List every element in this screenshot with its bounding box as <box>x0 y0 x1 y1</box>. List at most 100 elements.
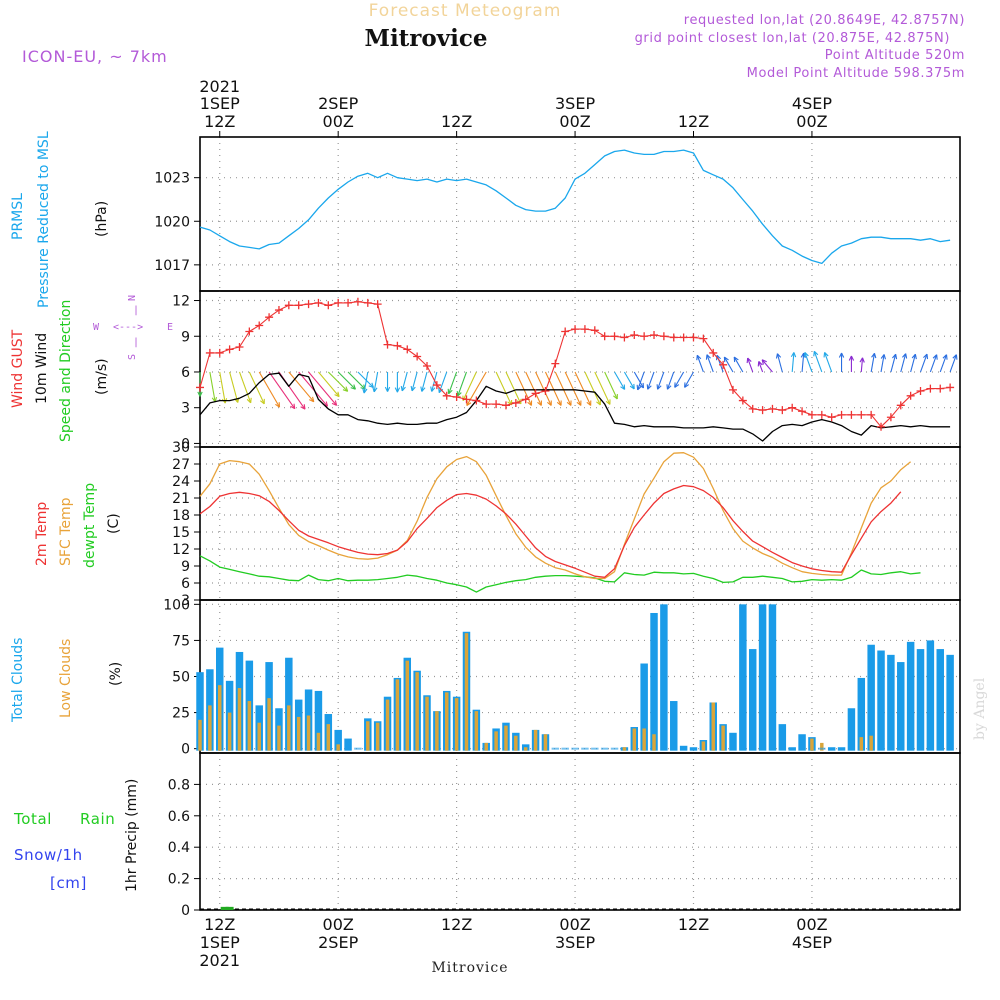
wind-arrow-head <box>850 355 855 361</box>
low-cloud-bar <box>543 734 548 751</box>
y-tick-label: 0 <box>181 903 190 919</box>
wind-arrow-head <box>757 361 760 367</box>
low-cloud-bar <box>227 712 232 751</box>
y-tick-label: 3 <box>181 593 190 609</box>
wind-arrow <box>411 371 418 392</box>
wind-arrow <box>633 371 644 389</box>
wind-arrow-head <box>337 391 340 397</box>
wind-arrow <box>684 371 694 388</box>
y-tick-label: 0.6 <box>168 809 190 825</box>
wind-arrow <box>401 371 408 392</box>
gust-marker <box>403 345 412 354</box>
low-cloud-bar <box>464 633 469 751</box>
gust-marker <box>492 400 501 409</box>
total-cloud-bar <box>285 657 293 751</box>
low-cloud-bar <box>711 702 715 751</box>
gust-marker <box>452 392 461 401</box>
wind-arrow-head <box>823 352 826 358</box>
dewpt-label: dewpt Temp <box>82 483 98 568</box>
time-hour-bottom: 12Z <box>441 915 472 934</box>
wind-arrow-head <box>394 387 398 393</box>
y-tick-label: 27 <box>172 457 190 473</box>
wind-arrow <box>209 371 216 403</box>
low-cloud-bar <box>425 696 429 751</box>
gust-marker <box>719 360 728 369</box>
total-cloud-bar <box>906 641 915 751</box>
total-cloud-bar <box>314 690 323 751</box>
gust-marker <box>630 331 639 340</box>
wind-arrow <box>535 371 552 406</box>
wind-arrow-head <box>666 384 669 390</box>
gust-marker <box>294 301 303 310</box>
pressure-unit: (hPa) <box>94 201 110 237</box>
wind-arrow-head <box>859 357 864 363</box>
wind-arrow <box>318 371 340 397</box>
total-cloud-bar <box>334 729 342 751</box>
low-cloud-bar <box>198 719 202 751</box>
wind-arrow-head <box>936 354 938 360</box>
low-cloud-bar <box>336 744 340 751</box>
wind-arrow-head <box>387 386 391 392</box>
wind-arrow <box>219 371 226 404</box>
low-cloud-bar <box>316 732 321 751</box>
low-cloud-bar <box>405 660 410 751</box>
wind-arrow <box>910 354 916 373</box>
wind-arrow-head <box>873 353 877 359</box>
wind-arrow-head <box>824 352 829 357</box>
wind-arrow-head <box>290 405 296 410</box>
wind-arrow <box>747 357 754 373</box>
low-cloud-bar <box>504 725 508 751</box>
total-cloud-bar <box>679 745 688 751</box>
wind-arrow-head <box>838 352 843 358</box>
wind-arrow-head <box>448 389 453 395</box>
pressure-line <box>199 149 951 265</box>
wind-arrow-head <box>334 394 340 398</box>
low-clouds-label: Low Clouds <box>58 639 74 718</box>
y-tick-label: 75 <box>172 633 190 649</box>
total-cloud-bar <box>847 708 856 751</box>
location-title: Mitrovice <box>364 25 487 52</box>
total-clouds-label: Total Clouds <box>10 638 26 723</box>
gust-marker <box>235 342 244 351</box>
total-cloud-bar <box>768 604 777 751</box>
time-hour-bottom: 00Z <box>323 915 354 934</box>
wind-arrow <box>813 351 823 373</box>
wind10m-label: 10m Wind <box>34 333 50 404</box>
wind-arrow <box>696 355 704 373</box>
total-cloud-bar <box>591 747 599 750</box>
wind-arrow-head <box>952 354 957 359</box>
wind-arrow-head <box>813 351 815 357</box>
wind-arrow-head <box>926 354 929 360</box>
wind-arrow-head <box>456 391 459 397</box>
gust-marker <box>788 403 797 412</box>
wind-arrow-head <box>586 401 592 406</box>
total-cloud-bar <box>581 747 589 750</box>
dewpt-line <box>199 555 921 593</box>
time-hour-bottom: 12Z <box>678 915 709 934</box>
total-cloud-bar <box>946 654 954 751</box>
total-cloud-bar <box>600 747 609 750</box>
total-cloud-bar <box>650 612 658 751</box>
total-cloud-bar <box>660 604 668 751</box>
gust-marker <box>748 404 757 413</box>
compass-arrow-h: <---> <box>113 322 143 333</box>
rain-bar <box>220 906 229 910</box>
wind-arrow-head <box>667 385 672 390</box>
wind-arrow-head <box>421 387 426 392</box>
total-cloud-bar <box>344 738 352 751</box>
gust-marker <box>650 331 659 340</box>
gust-marker <box>274 306 283 315</box>
wind-arrow <box>347 371 366 390</box>
gust-marker <box>659 332 668 341</box>
low-cloud-bar <box>395 679 400 751</box>
wind-arrow-head <box>556 401 562 406</box>
wind-arrow-head <box>605 400 611 405</box>
wind-arrow-head <box>362 388 365 394</box>
gust-marker <box>314 298 323 307</box>
gust-marker <box>778 406 787 415</box>
total-cloud-bar <box>610 747 619 750</box>
wind-arrow <box>462 371 477 401</box>
y-tick-label: 1017 <box>154 258 190 274</box>
wind-arrow-head <box>325 401 329 407</box>
